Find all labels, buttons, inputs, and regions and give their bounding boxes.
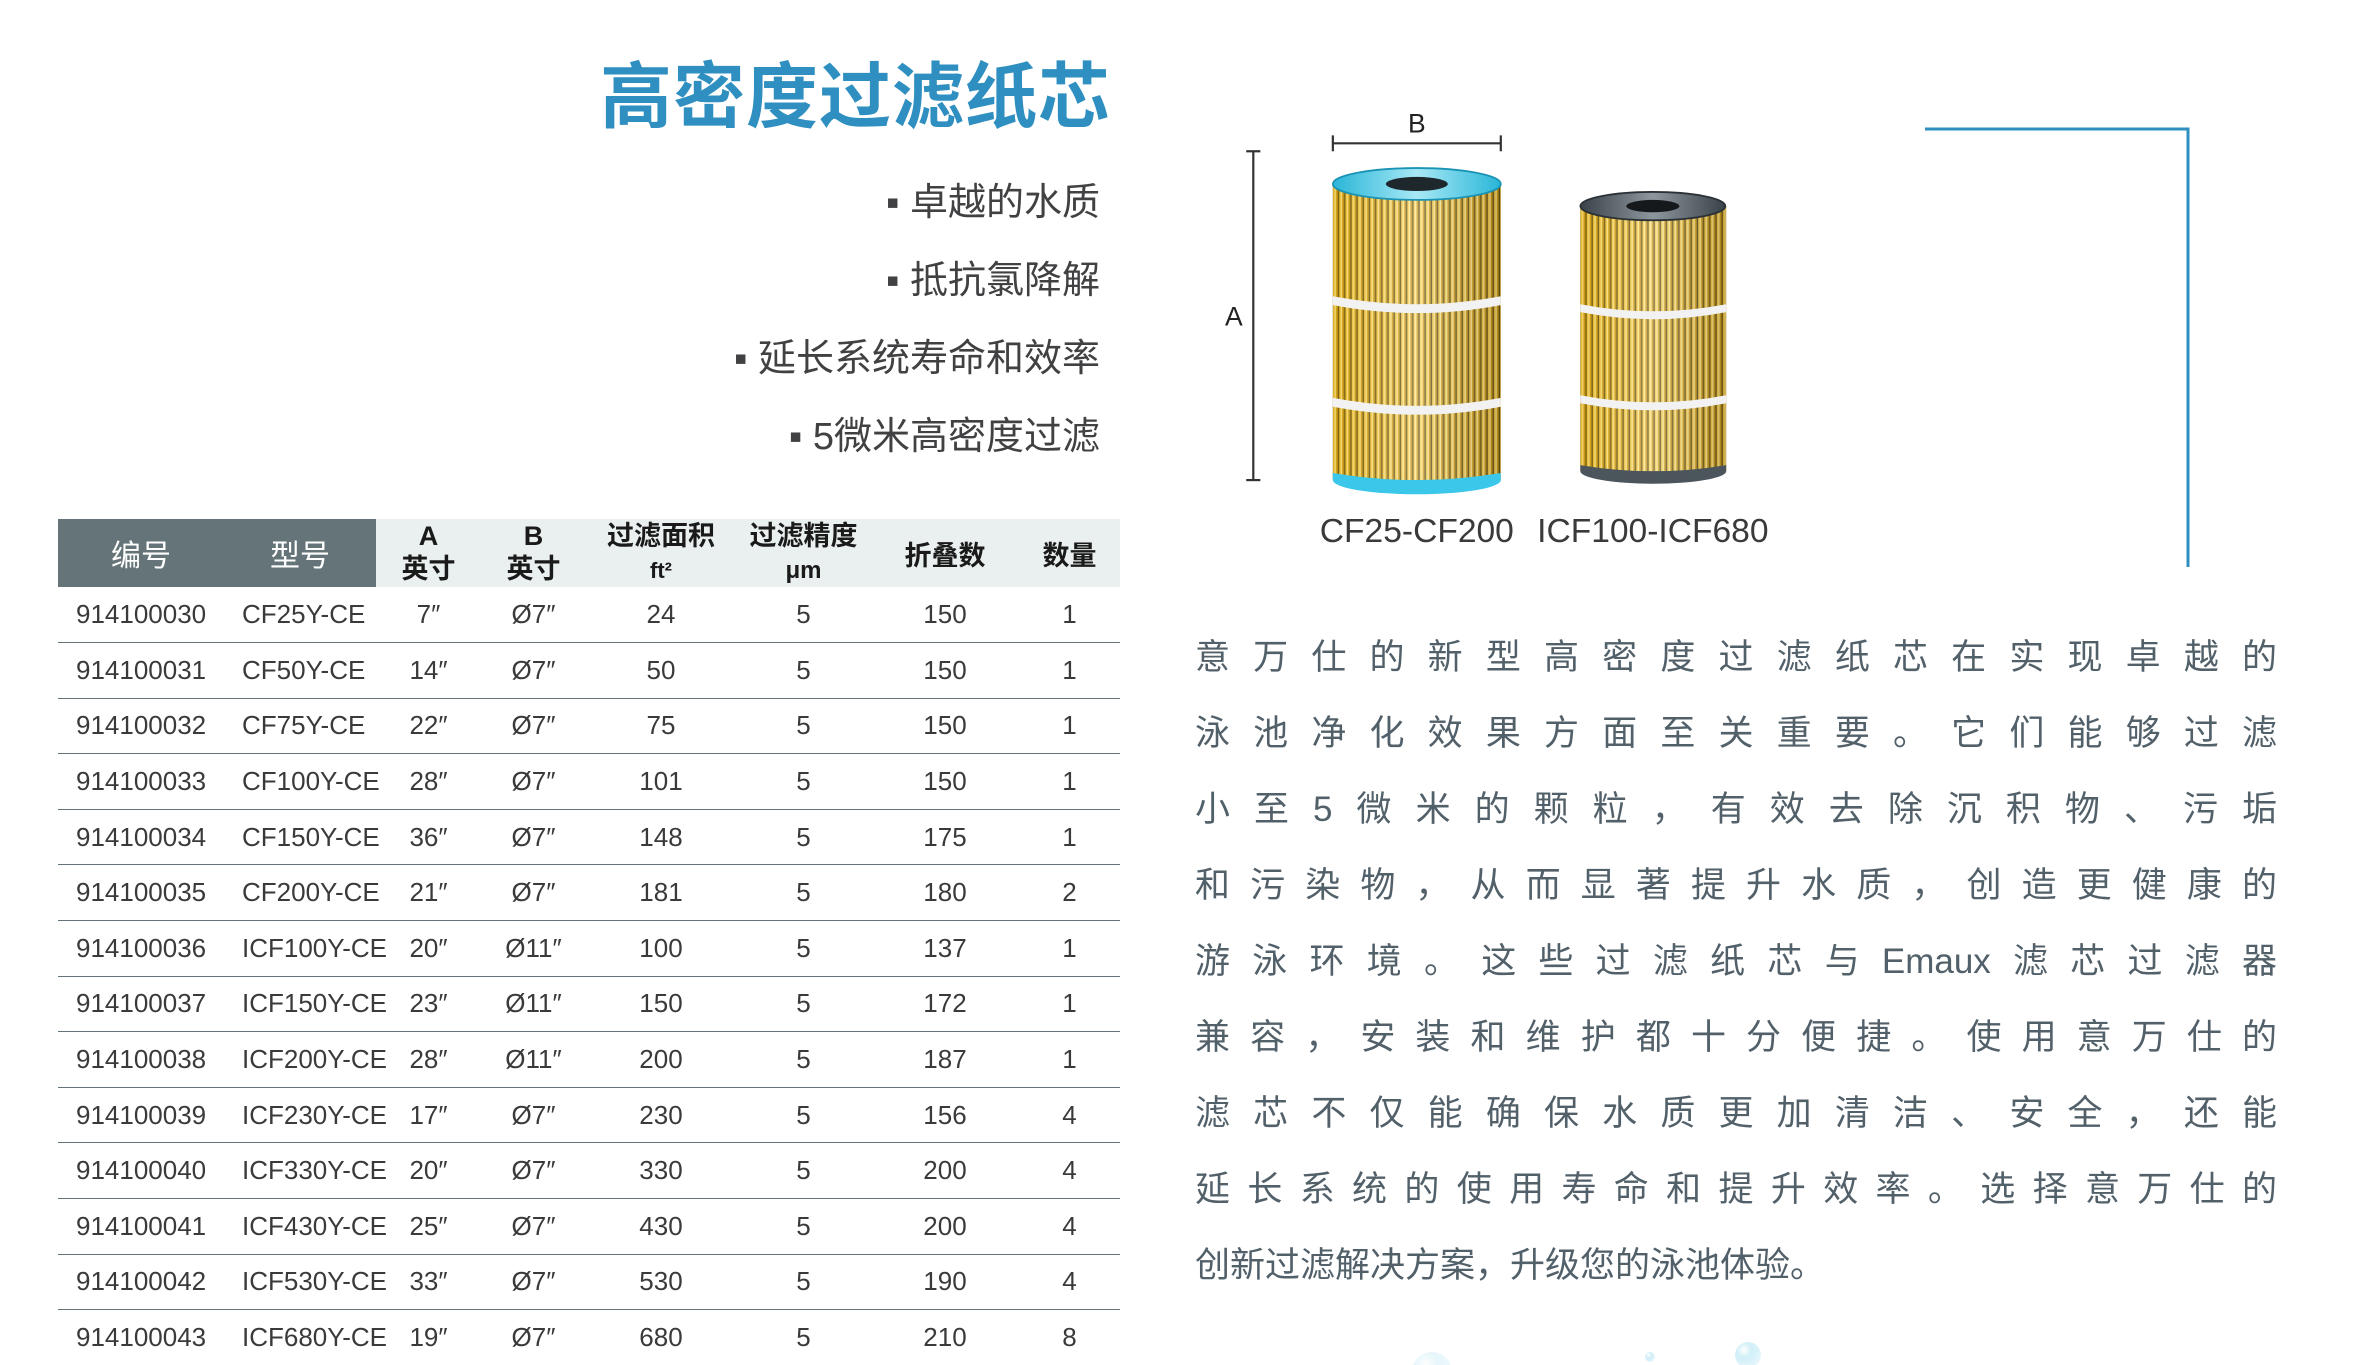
svg-text:A: A bbox=[1225, 301, 1243, 331]
svg-text:ICF100-ICF680: ICF100-ICF680 bbox=[1537, 513, 1768, 550]
svg-text:CF25-CF200: CF25-CF200 bbox=[1320, 513, 1514, 550]
svg-text:B: B bbox=[1408, 109, 1426, 139]
